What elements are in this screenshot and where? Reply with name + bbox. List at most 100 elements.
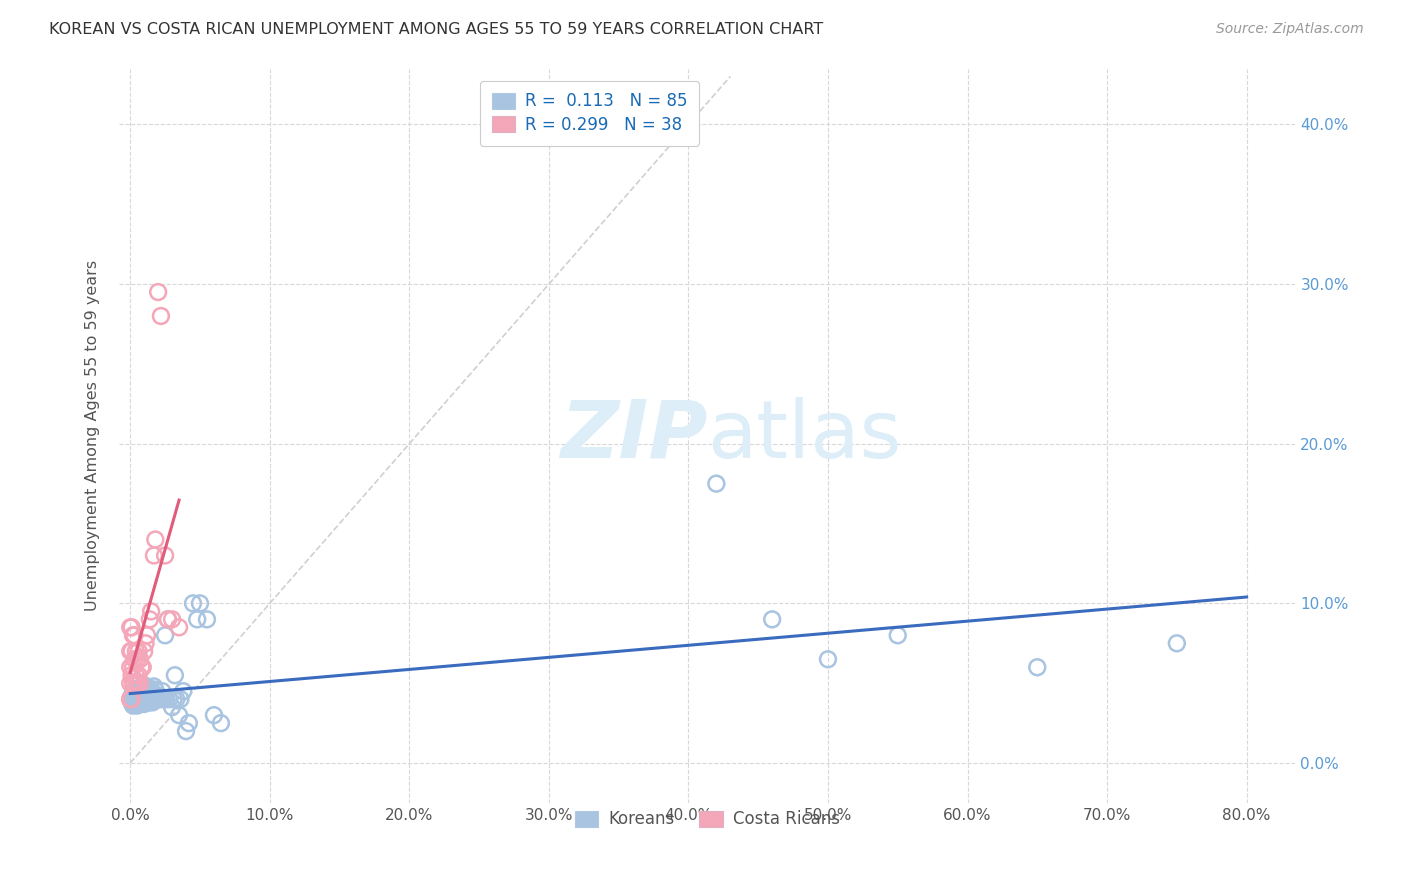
Costa Ricans: [127, 676, 149, 690]
Costa Ricans: [124, 652, 146, 666]
Koreans: [127, 689, 149, 703]
Koreans: [150, 684, 173, 698]
Costa Ricans: [156, 612, 179, 626]
Koreans: [160, 700, 183, 714]
Legend: Koreans, Costa Ricans: Koreans, Costa Ricans: [568, 804, 846, 835]
Koreans: [124, 695, 146, 709]
Costa Ricans: [122, 628, 145, 642]
Koreans: [128, 692, 150, 706]
Koreans: [141, 686, 163, 700]
Koreans: [704, 476, 727, 491]
Text: ZIP: ZIP: [560, 397, 707, 475]
Koreans: [186, 612, 208, 626]
Koreans: [167, 708, 190, 723]
Costa Ricans: [128, 644, 150, 658]
Koreans: [122, 686, 145, 700]
Text: atlas: atlas: [707, 397, 901, 475]
Koreans: [1026, 660, 1049, 674]
Costa Ricans: [121, 620, 143, 634]
Costa Ricans: [125, 644, 148, 658]
Koreans: [202, 708, 225, 723]
Costa Ricans: [146, 285, 169, 299]
Koreans: [132, 692, 155, 706]
Koreans: [143, 682, 166, 697]
Koreans: [149, 692, 172, 706]
Koreans: [181, 596, 204, 610]
Costa Ricans: [153, 549, 176, 563]
Costa Ricans: [142, 549, 165, 563]
Koreans: [124, 692, 146, 706]
Koreans: [136, 680, 159, 694]
Koreans: [135, 684, 157, 698]
Koreans: [153, 628, 176, 642]
Koreans: [129, 692, 152, 706]
Costa Ricans: [120, 620, 142, 634]
Koreans: [131, 681, 153, 695]
Koreans: [134, 692, 156, 706]
Costa Ricans: [120, 644, 142, 658]
Costa Ricans: [131, 660, 153, 674]
Koreans: [141, 692, 163, 706]
Text: KOREAN VS COSTA RICAN UNEMPLOYMENT AMONG AGES 55 TO 59 YEARS CORRELATION CHART: KOREAN VS COSTA RICAN UNEMPLOYMENT AMONG…: [49, 22, 824, 37]
Costa Ricans: [121, 668, 143, 682]
Koreans: [165, 692, 187, 706]
Koreans: [127, 698, 149, 713]
Koreans: [817, 652, 839, 666]
Koreans: [195, 612, 218, 626]
Costa Ricans: [127, 652, 149, 666]
Costa Ricans: [125, 668, 148, 682]
Koreans: [132, 695, 155, 709]
Costa Ricans: [136, 628, 159, 642]
Koreans: [134, 687, 156, 701]
Koreans: [141, 682, 163, 697]
Koreans: [157, 692, 180, 706]
Costa Ricans: [124, 628, 146, 642]
Costa Ricans: [120, 660, 142, 674]
Koreans: [887, 628, 910, 642]
Koreans: [142, 689, 165, 703]
Koreans: [131, 687, 153, 701]
Koreans: [169, 692, 191, 706]
Costa Ricans: [128, 668, 150, 682]
Costa Ricans: [143, 533, 166, 547]
Koreans: [122, 698, 145, 713]
Text: Source: ZipAtlas.com: Source: ZipAtlas.com: [1216, 22, 1364, 37]
Koreans: [156, 612, 179, 626]
Costa Ricans: [135, 636, 157, 650]
Koreans: [121, 695, 143, 709]
Koreans: [155, 692, 177, 706]
Costa Ricans: [141, 604, 163, 618]
Koreans: [134, 680, 156, 694]
Koreans: [125, 689, 148, 703]
Costa Ricans: [122, 660, 145, 674]
Koreans: [162, 692, 184, 706]
Costa Ricans: [124, 676, 146, 690]
Costa Ricans: [120, 676, 142, 690]
Costa Ricans: [160, 612, 183, 626]
Koreans: [122, 692, 145, 706]
Koreans: [129, 695, 152, 709]
Koreans: [761, 612, 783, 626]
Costa Ricans: [132, 660, 155, 674]
Koreans: [121, 689, 143, 703]
Costa Ricans: [129, 652, 152, 666]
Koreans: [120, 692, 142, 706]
Koreans: [138, 692, 160, 706]
Koreans: [128, 697, 150, 711]
Koreans: [139, 695, 162, 709]
Koreans: [152, 692, 174, 706]
Koreans: [148, 689, 170, 703]
Koreans: [134, 697, 156, 711]
Koreans: [172, 684, 194, 698]
Koreans: [141, 695, 163, 709]
Koreans: [129, 689, 152, 703]
Koreans: [125, 697, 148, 711]
Koreans: [177, 716, 200, 731]
Koreans: [127, 695, 149, 709]
Koreans: [145, 689, 167, 703]
Koreans: [131, 692, 153, 706]
Koreans: [135, 692, 157, 706]
Costa Ricans: [121, 692, 143, 706]
Koreans: [146, 692, 169, 706]
Costa Ricans: [129, 676, 152, 690]
